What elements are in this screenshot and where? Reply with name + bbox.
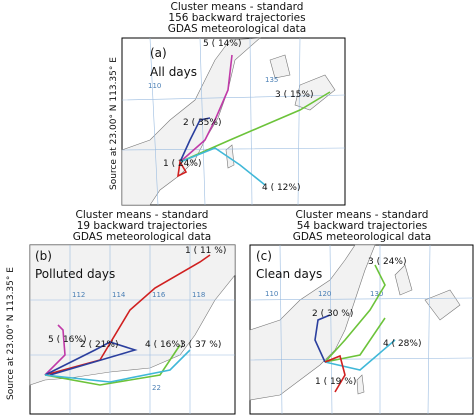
grid-label: 135 bbox=[265, 76, 278, 84]
cluster-label: 2 ( 35%) bbox=[183, 118, 221, 128]
trajectory bbox=[44, 324, 66, 376]
panel-label: (b) bbox=[35, 249, 52, 263]
trajectory bbox=[314, 314, 331, 363]
trajectory bbox=[324, 264, 386, 363]
grid-label: 110 bbox=[148, 82, 161, 90]
header-line: GDAS meteorological data bbox=[73, 231, 211, 243]
cluster-label: 3 ( 37 %) bbox=[180, 340, 221, 350]
land bbox=[225, 54, 336, 169]
cluster-label: 3 ( 15%) bbox=[275, 90, 313, 100]
trajectory bbox=[179, 147, 266, 186]
trajectory bbox=[44, 349, 191, 383]
grid-label: 112 bbox=[72, 291, 85, 299]
land bbox=[29, 244, 236, 386]
cluster-label: 1 ( 19 %) bbox=[315, 377, 356, 387]
graticule bbox=[121, 37, 346, 206]
header-line: 54 backward trajectories bbox=[297, 220, 428, 232]
trajectory bbox=[44, 341, 138, 376]
panel-b: Cluster means - standard 19 backward tra… bbox=[6, 209, 236, 415]
grid-label: 114 bbox=[112, 291, 126, 299]
cluster-label: 4 ( 12%) bbox=[262, 183, 300, 193]
panel-label: (c) bbox=[256, 249, 272, 263]
grid-label: 116 bbox=[152, 291, 166, 299]
cluster-label: 3 ( 24%) bbox=[368, 257, 406, 267]
cluster-label: 4 ( 28%) bbox=[383, 339, 421, 349]
grid-label: 118 bbox=[192, 291, 205, 299]
trajectory bbox=[176, 159, 188, 178]
panel-title: Polluted days bbox=[35, 267, 115, 281]
cluster-label: 2 ( 30 %) bbox=[312, 309, 353, 319]
panel-a: Cluster means - standard 156 backward tr… bbox=[109, 1, 346, 206]
land bbox=[121, 37, 261, 206]
panel-title: Clean days bbox=[256, 267, 322, 281]
header-line: Cluster means - standard bbox=[76, 209, 209, 221]
cluster-label: 1 ( 24%) bbox=[163, 159, 201, 169]
header-line: 156 backward trajectories bbox=[168, 12, 305, 24]
trajectory bbox=[44, 344, 181, 386]
grid-label: 110 bbox=[265, 290, 278, 298]
trajectory bbox=[179, 91, 331, 163]
header-line: Cluster means - standard bbox=[171, 1, 304, 13]
cluster-label: 4 ( 16%) bbox=[145, 340, 183, 350]
trajectory bbox=[324, 354, 346, 393]
cluster-label: 2 ( 21%) bbox=[80, 340, 118, 350]
trajectory bbox=[324, 317, 386, 363]
header-line: GDAS meteorological data bbox=[293, 231, 431, 243]
panel-c: Cluster means - standard 54 backward tra… bbox=[249, 209, 474, 415]
trajectory bbox=[179, 117, 211, 163]
header-line: GDAS meteorological data bbox=[168, 23, 306, 35]
panel-label: (a) bbox=[150, 46, 167, 60]
cluster-label: 5 ( 16%) bbox=[48, 335, 86, 345]
trajectory bbox=[179, 54, 233, 163]
side-label: Source at 23.00° N 113.35° E bbox=[6, 267, 16, 400]
header-line: 19 backward trajectories bbox=[77, 220, 208, 232]
cluster-label: 5 ( 14%) bbox=[203, 39, 241, 49]
graticule bbox=[30, 245, 235, 414]
trajectory bbox=[324, 339, 396, 371]
grid-label: 22 bbox=[152, 384, 161, 392]
panel-title: All days bbox=[150, 65, 197, 79]
grid-label: 120 bbox=[318, 290, 331, 298]
side-label: Source at 23.00° N 113.35° E bbox=[109, 57, 119, 190]
header-line: Cluster means - standard bbox=[296, 209, 429, 221]
graticule bbox=[249, 244, 474, 415]
land bbox=[356, 264, 461, 395]
cluster-label: 1 ( 11 %) bbox=[185, 246, 226, 256]
grid-label: 130 bbox=[370, 290, 383, 298]
